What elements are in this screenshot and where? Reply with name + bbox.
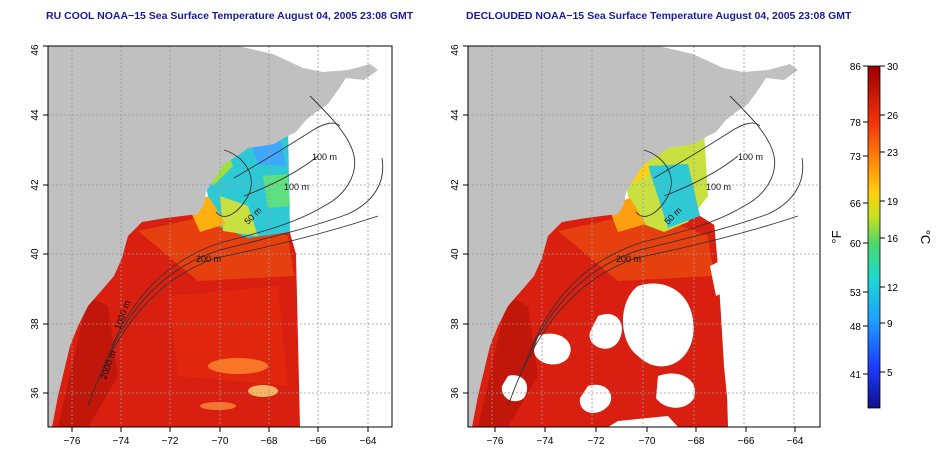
left-x-tick-64: −64 [360, 436, 377, 447]
left-panel-title: RU COOL NOAA−15 Sea Surface Temperature … [46, 10, 414, 22]
colorbar-f-tick-78: 78 [850, 118, 862, 129]
left-y-tick-36: 36 [30, 387, 41, 399]
right-contour-label-100a: 100 m [738, 152, 763, 162]
right-y-tick-42: 42 [450, 179, 461, 191]
colorbar-f-tick-73: 73 [850, 152, 862, 163]
right-x-tick-76: −76 [487, 436, 504, 447]
colorbar-c-tick-5: 5 [887, 368, 893, 379]
left-x-tick-70: −70 [212, 436, 229, 447]
right-y-tick-36: 36 [450, 387, 461, 399]
right-cloud-mask [501, 146, 808, 427]
colorbar-c-tick-30: 30 [887, 62, 899, 73]
right-map-frame [467, 45, 821, 428]
colorbar [867, 65, 881, 409]
colorbar-c-tick-16: 16 [887, 234, 899, 245]
left-x-tick-66: −66 [310, 436, 327, 447]
left-y-tick-38: 38 [30, 318, 41, 330]
left-contour-label-200: 200 m [196, 254, 221, 264]
colorbar-f-tick-48: 48 [850, 322, 862, 333]
left-contour-label-100a: 100 m [312, 152, 337, 162]
right-x-tick-64: −64 [787, 436, 804, 447]
colorbar-f-tick-41: 41 [850, 370, 862, 381]
colorbar-celsius-label: °C [918, 230, 933, 245]
left-map [48, 46, 392, 427]
right-y-tick-46: 46 [450, 44, 461, 56]
right-y-tick-40: 40 [450, 248, 461, 260]
right-x-tick-74: −74 [537, 436, 554, 447]
colorbar-c-tick-23: 23 [887, 148, 899, 159]
left-x-tick-76: −76 [64, 436, 81, 447]
right-x-tick-70: −70 [639, 436, 656, 447]
right-x-tick-66: −66 [738, 436, 755, 447]
left-y-tick-44: 44 [30, 109, 41, 121]
colorbar-fahrenheit-label: °F [829, 230, 844, 243]
left-x-tick-68: −68 [261, 436, 278, 447]
left-y-tick-40: 40 [30, 248, 41, 260]
colorbar-f-tick-53: 53 [850, 288, 862, 299]
left-y-tick-46: 46 [30, 44, 41, 56]
left-y-tick-42: 42 [30, 179, 41, 191]
right-x-tick-72: −72 [588, 436, 605, 447]
right-panel-title: DECLOUDED NOAA−15 Sea Surface Temperatur… [466, 10, 852, 22]
right-y-tick-44: 44 [450, 109, 461, 121]
colorbar-f-tick-66: 66 [850, 199, 862, 210]
colorbar-f-tick-86: 86 [850, 62, 862, 73]
left-x-tick-72: −72 [162, 436, 179, 447]
colorbar-c-tick-26: 26 [887, 111, 899, 122]
right-map [468, 46, 820, 427]
right-contour-label-100b: 100 m [706, 182, 731, 192]
colorbar-c-tick-12: 12 [887, 283, 899, 294]
right-x-tick-68: −68 [688, 436, 705, 447]
colorbar-c-tick-19: 19 [887, 197, 899, 208]
colorbar-c-tick-9: 9 [887, 319, 893, 330]
right-contour-label-200: 200 m [616, 254, 641, 264]
left-x-tick-74: −74 [113, 436, 130, 447]
right-y-tick-38: 38 [450, 318, 461, 330]
left-contour-label-100b: 100 m [284, 182, 309, 192]
colorbar-f-tick-60: 60 [850, 239, 862, 250]
